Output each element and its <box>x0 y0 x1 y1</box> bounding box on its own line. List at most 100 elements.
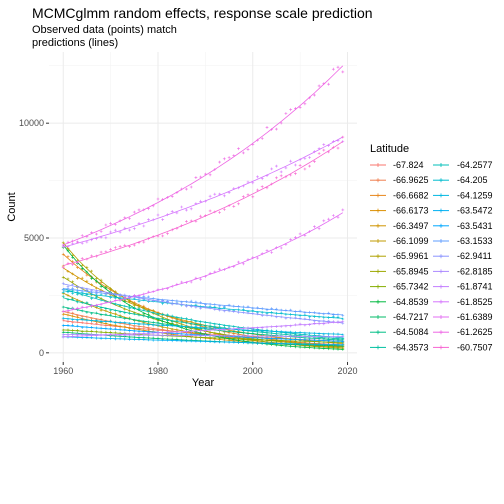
legend-label: -62.9411 <box>457 251 492 261</box>
data-point <box>327 311 330 315</box>
data-point <box>322 316 326 319</box>
data-point <box>222 340 226 344</box>
data-point <box>303 311 307 314</box>
data-point <box>251 256 255 259</box>
data-point <box>147 332 150 335</box>
data-point <box>95 319 98 322</box>
data-point <box>199 326 202 330</box>
data-point <box>270 307 274 310</box>
data-point <box>76 285 79 288</box>
data-point <box>76 300 79 304</box>
data-point <box>260 314 264 317</box>
data-point <box>227 191 231 194</box>
data-point <box>123 226 127 230</box>
data-point <box>80 257 84 260</box>
data-point <box>294 338 297 341</box>
data-point <box>322 332 326 336</box>
data-point <box>142 240 146 244</box>
data-point <box>208 333 212 337</box>
data-point <box>241 308 245 311</box>
data-point <box>109 230 112 234</box>
data-point <box>241 341 245 345</box>
data-point <box>279 315 283 319</box>
data-point <box>104 292 108 295</box>
data-point <box>85 279 89 283</box>
data-point <box>99 326 103 330</box>
data-point <box>104 330 108 334</box>
data-point <box>95 254 98 258</box>
data-point <box>118 333 122 337</box>
data-point <box>123 325 127 329</box>
legend-key-point <box>439 315 443 319</box>
data-point <box>256 138 259 142</box>
data-point <box>66 261 70 265</box>
legend-label: -61.6389 <box>457 312 493 322</box>
data-point <box>313 315 316 318</box>
data-point <box>66 335 70 338</box>
data-point <box>208 340 212 343</box>
data-point <box>76 334 79 338</box>
series-line <box>63 306 343 341</box>
data-point <box>222 157 226 161</box>
data-point <box>308 96 311 100</box>
series-line <box>63 297 343 340</box>
legend-item: -64.7217 <box>370 312 429 322</box>
data-point <box>317 84 321 88</box>
data-point <box>71 321 75 324</box>
data-point <box>80 309 84 313</box>
legend-label: -66.6682 <box>393 190 429 200</box>
data-point <box>279 337 283 340</box>
series--61.8525 <box>61 136 345 248</box>
data-point <box>270 128 274 131</box>
data-point <box>204 326 207 330</box>
data-point <box>256 306 259 310</box>
data-point <box>218 328 221 332</box>
data-point <box>118 230 122 234</box>
legend-key-point <box>376 284 380 289</box>
data-point <box>71 263 75 266</box>
data-point <box>61 288 65 292</box>
data-point <box>76 261 79 264</box>
legend-label: -64.205 <box>457 175 488 185</box>
data-point <box>251 181 255 185</box>
data-point <box>156 317 160 320</box>
data-point <box>151 218 155 222</box>
data-point <box>137 307 141 311</box>
data-point <box>232 325 236 328</box>
data-point <box>260 334 264 338</box>
data-point <box>241 262 245 266</box>
data-point <box>322 343 326 346</box>
data-point <box>80 289 84 293</box>
data-point <box>185 300 188 303</box>
data-point <box>99 333 103 337</box>
data-point <box>180 280 184 284</box>
data-point <box>336 146 340 150</box>
data-point <box>284 337 288 341</box>
data-point <box>128 317 131 321</box>
data-point <box>61 305 65 309</box>
legend-title: Latitude <box>370 143 409 155</box>
data-point <box>142 308 146 312</box>
legend-key-point <box>439 299 443 304</box>
data-point <box>113 315 117 319</box>
data-point <box>270 182 274 186</box>
data-point <box>80 301 84 304</box>
data-point <box>95 334 98 337</box>
data-point <box>204 334 207 337</box>
data-point <box>251 334 255 338</box>
data-point <box>213 331 217 335</box>
data-point <box>166 319 169 323</box>
data-point <box>279 121 283 125</box>
data-point <box>76 329 79 332</box>
data-point <box>109 319 112 323</box>
data-point <box>227 334 231 338</box>
data-point <box>327 150 330 154</box>
series--61.2625 <box>61 65 345 247</box>
data-point <box>317 335 321 338</box>
data-point <box>128 322 131 325</box>
data-point <box>341 335 345 338</box>
data-point <box>289 313 293 316</box>
data-point <box>80 317 84 321</box>
data-point <box>95 232 98 236</box>
data-point <box>151 331 155 335</box>
